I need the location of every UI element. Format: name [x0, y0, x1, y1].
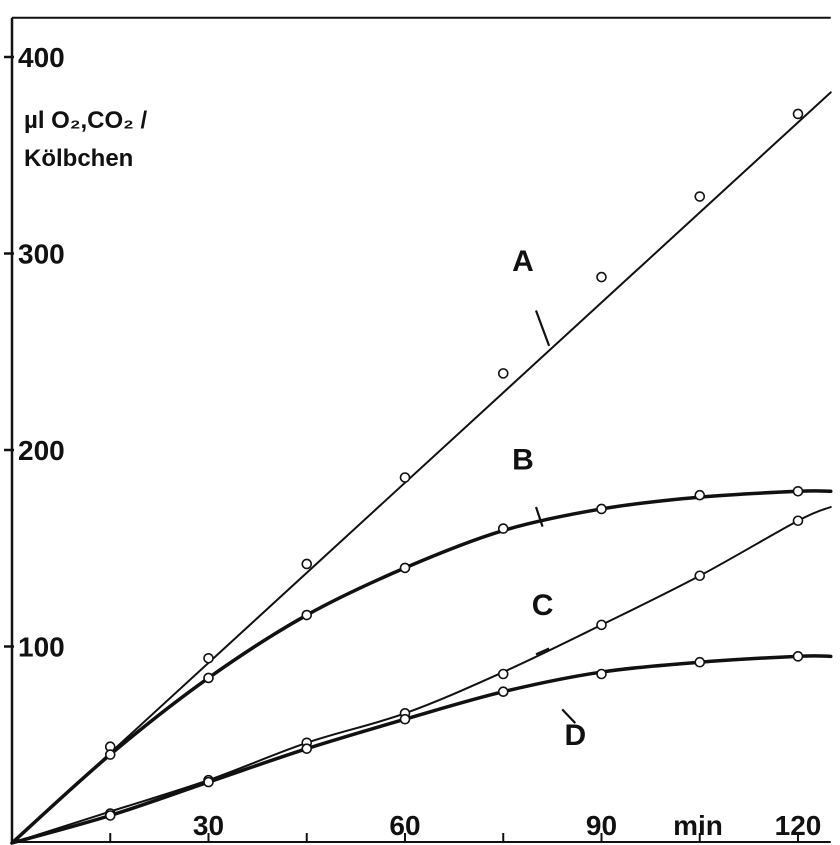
y-tick-label-400: 400 [18, 42, 65, 73]
series-a-point-6 [596, 271, 607, 283]
series-b-point-4 [399, 562, 411, 574]
series-d-point-8 [792, 651, 804, 662]
series-d-point-7 [694, 656, 706, 668]
series-d-point-3 [301, 743, 313, 754]
series-d-point-5 [497, 686, 509, 697]
series-b-leader-line [534, 506, 544, 527]
series-a-line [11, 91, 832, 844]
x-tick-label-60: 60 [389, 810, 420, 841]
series-a-label: A [512, 245, 534, 278]
y-tick-label-300: 300 [18, 239, 65, 270]
series-a-point-8 [792, 108, 804, 120]
series-c-point-5 [497, 668, 509, 680]
series-b-label: B [512, 444, 534, 477]
series-c-line [11, 505, 832, 844]
series-a-point-7 [694, 191, 706, 202]
series-c-point-6 [596, 619, 607, 631]
axes: 100 200 300 400 30 60 90 120 [4, 16, 831, 843]
series-a-leader-line [534, 310, 551, 347]
series-a-point-4 [399, 472, 411, 483]
series-b-point-5 [497, 523, 509, 534]
x-axis-unit-label: min [673, 810, 723, 841]
series-a-point-3 [301, 558, 313, 570]
series-d-leader-line [561, 708, 577, 724]
y-axis-label-line-1: µl O₂,CO₂ / [24, 107, 147, 134]
series-d-line [10, 654, 833, 845]
series-d-label: D [564, 719, 586, 752]
series-d-point-2 [203, 776, 214, 788]
series-b-point-1 [104, 749, 116, 760]
series-c-label: C [532, 589, 554, 622]
series-b-point-3 [301, 609, 313, 621]
y-tick-label-200: 200 [18, 435, 65, 466]
series-d-point-4 [399, 713, 411, 725]
y-tick-label-100: 100 [18, 632, 65, 663]
series-b-point-6 [596, 503, 607, 515]
series-d-point-1 [104, 810, 116, 821]
x-tick-label-30: 30 [193, 810, 224, 841]
series-c-leader-line [535, 647, 550, 656]
y-axis-label-line-2: Kölbchen [24, 145, 133, 172]
series-d-point-6 [596, 668, 607, 680]
x-tick-label-90: 90 [586, 810, 617, 841]
series-a-point-2 [203, 652, 214, 664]
series-a-point-5 [497, 368, 509, 379]
series-layer [10, 91, 833, 845]
series-c-point-8 [792, 515, 804, 527]
x-tick-label-120: 120 [775, 810, 822, 841]
series-b-point-8 [792, 485, 804, 497]
labels-layer: µl O₂,CO₂ / Kölbchen min A B C D [24, 107, 723, 841]
series-b-point-2 [203, 672, 214, 684]
series-b-line [10, 489, 833, 845]
series-b-point-7 [694, 489, 706, 501]
series-c-point-7 [694, 570, 706, 582]
